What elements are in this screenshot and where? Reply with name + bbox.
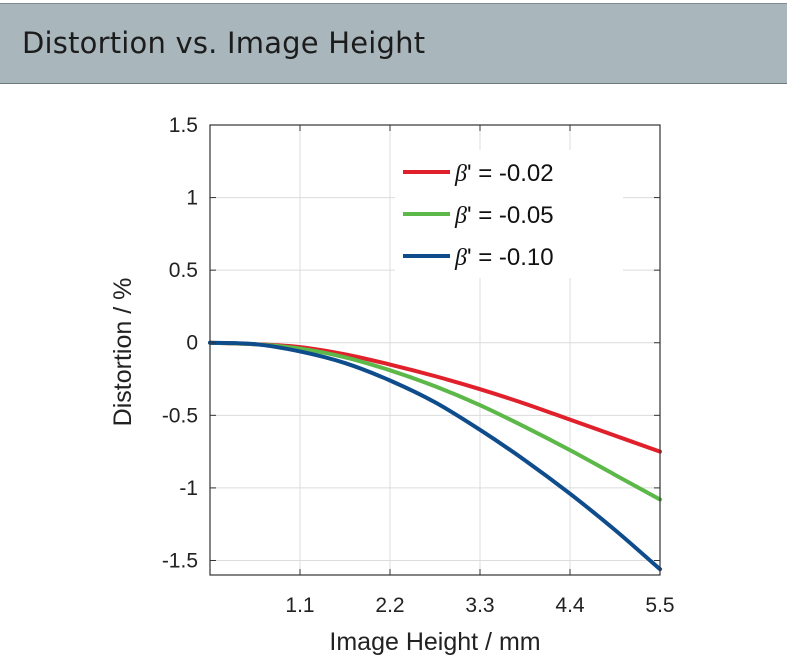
- series-line: [208, 340, 662, 572]
- axis-ticks: 1.1 2.2 3.3 4.4 5.5 1.5 1 0.5 0 -0.5 -1 -1.5: [162, 114, 675, 617]
- y-tick-label: 1.5: [169, 114, 198, 137]
- x-tick-label: 5.5: [645, 594, 674, 617]
- title-banner: Distortion vs. Image Height: [0, 3, 787, 84]
- page-title: Distortion vs. Image Height: [22, 26, 426, 60]
- x-tick-label: 1.1: [285, 594, 314, 617]
- y-tick-label: -1.5: [162, 549, 198, 572]
- y-tick-label: 0.5: [169, 259, 198, 282]
- legend-entry: β' = -0.10: [454, 244, 554, 271]
- legend-entry: β' = -0.02: [454, 160, 554, 187]
- y-axis-label: Distortion / %: [109, 278, 137, 427]
- series-line: [208, 340, 662, 454]
- chart-series: [208, 340, 662, 572]
- plot-frame: [209, 124, 661, 576]
- x-tick-label: 4.4: [555, 594, 585, 617]
- legend: β' = -0.02 β' = -0.05 β' = -0.10: [395, 150, 623, 278]
- x-axis-label: Image Height / mm: [329, 628, 540, 656]
- y-tick-label: 1: [186, 187, 198, 210]
- series-line: [208, 340, 662, 502]
- x-tick-label: 3.3: [465, 594, 494, 617]
- y-tick-label: -1: [179, 477, 198, 500]
- legend-entry: β' = -0.05: [454, 202, 554, 229]
- y-tick-label: -0.5: [162, 404, 198, 427]
- y-tick-label: 0: [186, 332, 198, 355]
- x-tick-label: 2.2: [375, 594, 404, 617]
